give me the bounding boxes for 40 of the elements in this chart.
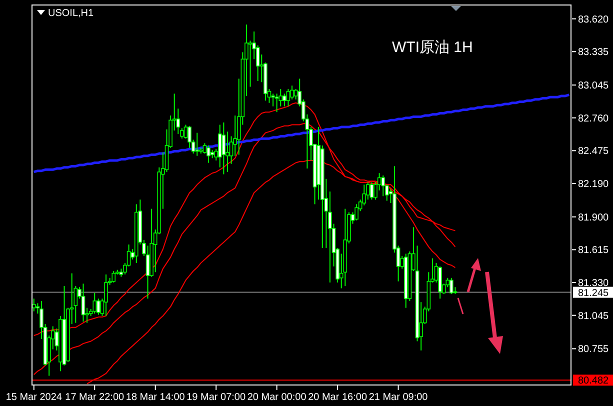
x-tick-label: 20 Mar 00:00	[247, 392, 307, 403]
candlestick	[222, 122, 226, 175]
candlestick	[248, 40, 252, 88]
candlestick	[286, 88, 290, 107]
y-tick-label: 82.475	[578, 146, 610, 158]
candlestick	[354, 204, 358, 221]
y-tick-label: 81.900	[578, 212, 610, 224]
candlestick	[92, 292, 97, 314]
y-tick-label: 82.760	[578, 113, 610, 124]
y-tick-label: 81.045	[578, 310, 610, 322]
x-tick-label: 15 Mar 2024	[6, 392, 62, 403]
y-tick-label: 80.755	[578, 344, 610, 356]
candlestick	[381, 174, 386, 197]
candlestick	[450, 277, 454, 295]
ref-line-label: 80.482	[578, 376, 610, 387]
candlestick	[206, 144, 210, 164]
candlestick	[32, 298, 36, 312]
candlestick	[81, 283, 86, 322]
candlestick	[195, 132, 200, 156]
ref-line-label: 81.245	[578, 288, 610, 299]
y-tick-label: 82.190	[578, 178, 610, 190]
line-series	[32, 94, 570, 174]
candlestick	[282, 93, 286, 107]
x-tick-label: 20 Mar 16:00	[308, 392, 368, 403]
y-tick-label: 81.330	[578, 278, 610, 290]
y-tick-label: 81.615	[578, 245, 610, 256]
chart-title: USOIL,H1	[48, 8, 94, 19]
candlestick	[104, 274, 108, 316]
y-tick-label: 83.335	[578, 47, 610, 58]
y-tick-label: 83.045	[578, 80, 610, 92]
x-tick-label: 17 Mar 22:00	[65, 392, 125, 403]
candlestick	[274, 93, 279, 113]
annotation: WTI原油 1H	[392, 39, 473, 56]
candlestick	[112, 270, 116, 284]
candlestick	[184, 124, 188, 140]
x-tick-label: 19 Mar 07:00	[186, 392, 246, 403]
candlestick	[370, 182, 374, 200]
y-tick-label: 83.620	[578, 14, 610, 26]
x-tick-label: 21 Mar 09:00	[368, 392, 428, 403]
x-tick-label: 18 Mar 14:00	[126, 392, 186, 403]
